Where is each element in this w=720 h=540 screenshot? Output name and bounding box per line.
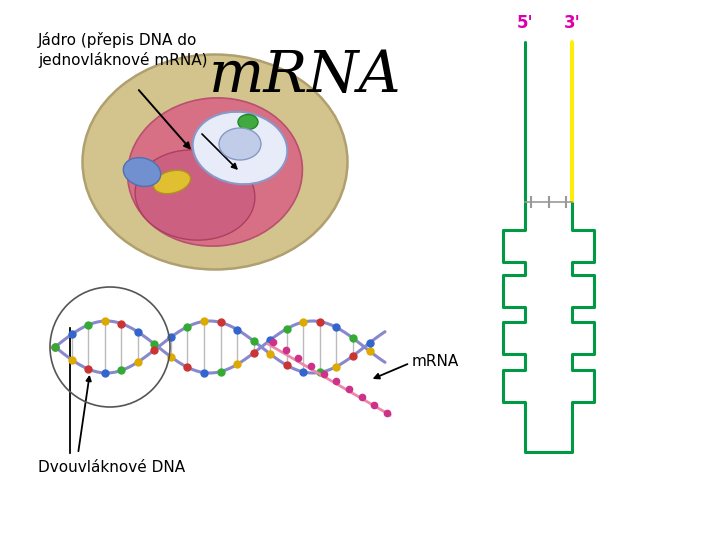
Ellipse shape	[127, 98, 302, 246]
Text: mRNA: mRNA	[412, 354, 459, 369]
Ellipse shape	[193, 112, 287, 184]
Ellipse shape	[123, 158, 161, 186]
Ellipse shape	[83, 55, 348, 269]
Text: 3': 3'	[564, 14, 580, 32]
Text: Jádro (přepis DNA do
jednovláknové mRNA): Jádro (přepis DNA do jednovláknové mRNA)	[38, 32, 207, 68]
Ellipse shape	[153, 170, 191, 194]
Ellipse shape	[135, 150, 255, 240]
Ellipse shape	[238, 114, 258, 130]
Text: mRNA: mRNA	[209, 48, 401, 105]
Text: 5': 5'	[517, 14, 534, 32]
Text: Dvouvláknové DNA: Dvouvláknové DNA	[38, 461, 185, 476]
Ellipse shape	[219, 128, 261, 160]
